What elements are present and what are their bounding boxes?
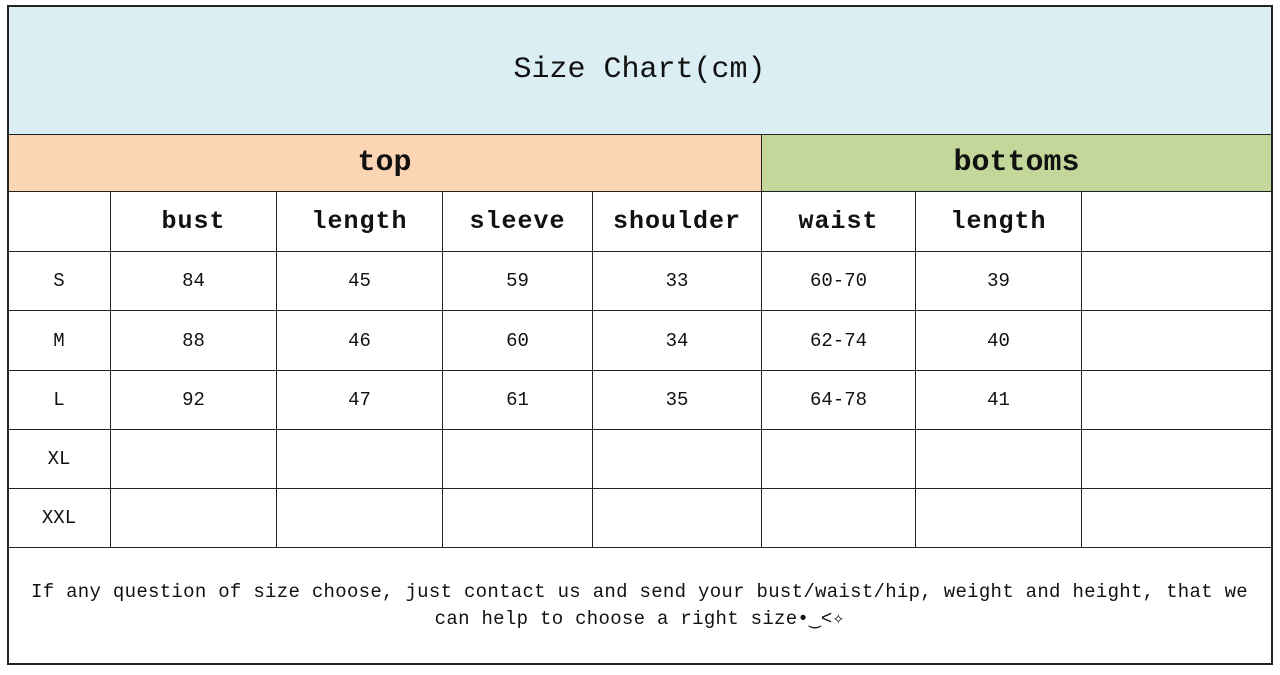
size-label: L xyxy=(8,371,111,430)
empty-cell xyxy=(1082,430,1272,489)
measurement: 46 xyxy=(277,311,443,371)
empty-cell xyxy=(762,430,916,489)
measurement: 47 xyxy=(277,371,443,430)
size-label: XXL xyxy=(8,489,111,548)
empty-cell xyxy=(443,430,593,489)
measurement: 40 xyxy=(916,311,1082,371)
empty-cell xyxy=(443,489,593,548)
measurement: 61 xyxy=(443,371,593,430)
note: If any question of size choose, just con… xyxy=(8,548,1272,664)
title: Size Chart(cm) xyxy=(8,6,1272,135)
group-top: top xyxy=(8,135,762,192)
measurement: 39 xyxy=(916,252,1082,311)
group-bottoms: bottoms xyxy=(762,135,1272,192)
empty-cell xyxy=(1082,252,1272,311)
column-header: bust xyxy=(111,192,277,252)
empty-cell xyxy=(1082,311,1272,371)
measurement: 34 xyxy=(593,311,762,371)
column-header: waist xyxy=(762,192,916,252)
empty-cell xyxy=(916,489,1082,548)
measurement: 59 xyxy=(443,252,593,311)
measurement: 62-74 xyxy=(762,311,916,371)
size-label: XL xyxy=(8,430,111,489)
empty-cell xyxy=(1082,489,1272,548)
measurement: 92 xyxy=(111,371,277,430)
measurement: 84 xyxy=(111,252,277,311)
empty-cell xyxy=(1082,371,1272,430)
column-header: length xyxy=(916,192,1082,252)
column-header: sleeve xyxy=(443,192,593,252)
empty-cell xyxy=(762,489,916,548)
measurement: 33 xyxy=(593,252,762,311)
empty-cell xyxy=(8,192,111,252)
measurement: 88 xyxy=(111,311,277,371)
column-header: length xyxy=(277,192,443,252)
empty-cell xyxy=(277,489,443,548)
measurement: 45 xyxy=(277,252,443,311)
measurement: 35 xyxy=(593,371,762,430)
measurement: 60 xyxy=(443,311,593,371)
measurement: 60-70 xyxy=(762,252,916,311)
empty-cell xyxy=(593,430,762,489)
measurement: 41 xyxy=(916,371,1082,430)
empty-cell xyxy=(916,430,1082,489)
size-label: M xyxy=(8,311,111,371)
empty-cell xyxy=(1082,192,1272,252)
empty-cell xyxy=(277,430,443,489)
size-label: S xyxy=(8,252,111,311)
empty-cell xyxy=(111,489,277,548)
column-header: shoulder xyxy=(593,192,762,252)
empty-cell xyxy=(111,430,277,489)
empty-cell xyxy=(593,489,762,548)
measurement: 64-78 xyxy=(762,371,916,430)
